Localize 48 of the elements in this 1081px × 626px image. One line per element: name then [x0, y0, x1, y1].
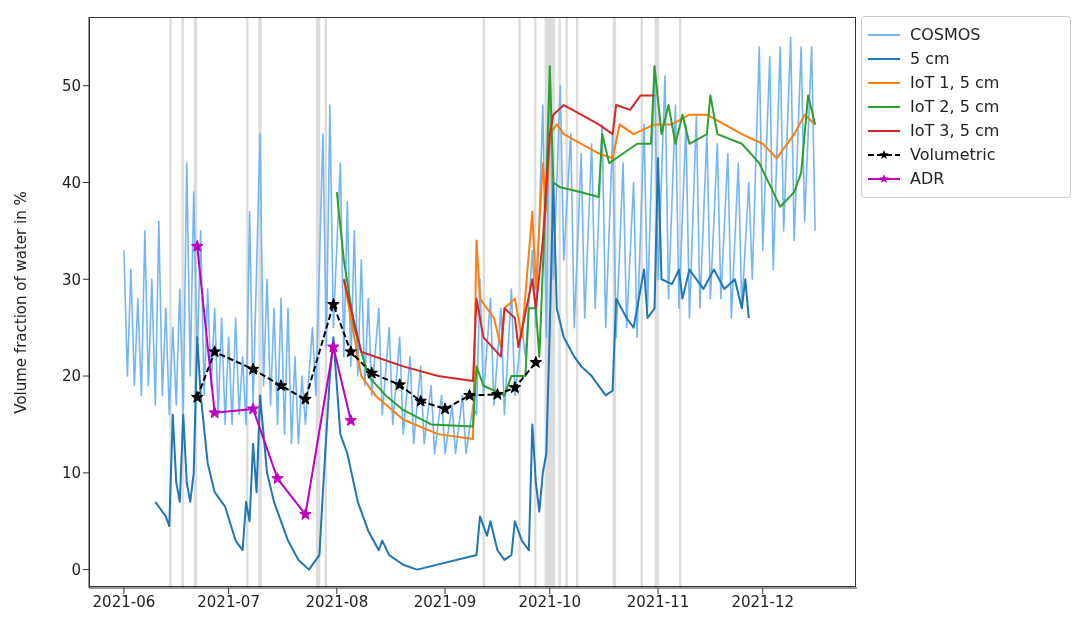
point	[529, 356, 543, 368]
line-series	[342, 94, 656, 382]
point	[299, 507, 312, 520]
y-tick-label: 0	[71, 560, 81, 579]
x-tick-label: 2021-11	[626, 592, 690, 611]
point	[344, 414, 358, 426]
legend-label: IoT 2, 5 cm	[910, 97, 1000, 117]
line-series	[342, 113, 817, 440]
point	[365, 366, 378, 379]
y-tick-label: 40	[61, 173, 81, 192]
point	[393, 378, 406, 391]
point	[327, 340, 340, 353]
point	[414, 394, 427, 407]
y-tick-label: 50	[61, 77, 81, 96]
point	[299, 392, 312, 405]
x-tick-label: 2021-12	[731, 592, 795, 611]
legend-label: IoT 3, 5 cm	[910, 121, 1000, 141]
y-tick-label: 30	[61, 270, 81, 289]
point	[327, 297, 340, 310]
x-tick-label: 2021-06	[92, 592, 156, 611]
legend-label: IoT 1, 5 cm	[910, 73, 1000, 93]
point	[438, 402, 452, 415]
legend-label: 5 cm	[910, 49, 950, 69]
x-tick-label: 2021-08	[305, 592, 369, 611]
y-tick-label: 20	[61, 367, 81, 386]
point	[491, 387, 504, 400]
line-series	[335, 65, 817, 428]
point	[246, 362, 260, 375]
point	[191, 390, 204, 403]
x-tick-label: 2021-09	[413, 592, 477, 611]
point	[191, 239, 204, 252]
y-axis-title: Volume fraction of water in %	[12, 191, 31, 414]
point	[208, 406, 221, 419]
x-tick-label: 2021-10	[518, 592, 582, 611]
legend-label: COSMOS	[910, 25, 981, 45]
line-series	[123, 36, 816, 455]
x-tick-label: 2021-07	[197, 592, 260, 611]
point	[208, 345, 221, 358]
point	[508, 381, 522, 394]
line-series	[154, 157, 750, 571]
point	[344, 345, 358, 358]
point	[274, 379, 288, 392]
point	[463, 388, 476, 401]
y-tick-label: 10	[61, 464, 81, 483]
point	[246, 402, 260, 415]
legend-label: ADR	[910, 169, 945, 189]
legend-label: Volumetric	[910, 145, 996, 165]
point	[271, 472, 284, 484]
